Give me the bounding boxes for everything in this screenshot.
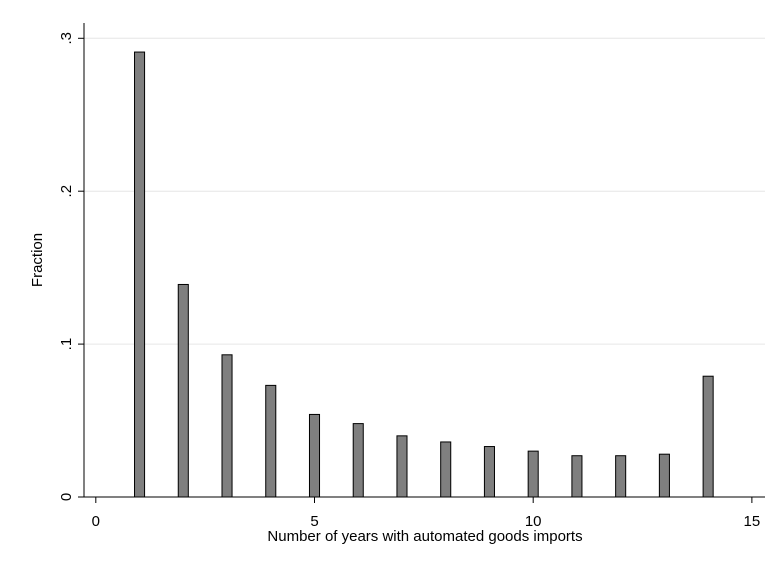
bar	[658, 453, 670, 498]
bar	[440, 441, 452, 498]
bar	[483, 446, 495, 498]
bar	[571, 455, 583, 498]
bar	[615, 455, 627, 498]
bar	[396, 435, 408, 498]
x-tick-label: 10	[525, 513, 542, 530]
bar	[527, 450, 539, 498]
x-axis-title: Number of years with automated goods imp…	[267, 528, 582, 545]
bar	[308, 413, 321, 498]
bar	[221, 354, 233, 498]
x-tick-label: 5	[310, 513, 318, 530]
bar	[352, 423, 364, 498]
y-tick-label: 0	[58, 493, 75, 501]
y-tick-label: .3	[58, 32, 75, 45]
y-axis-title: Fraction	[29, 233, 46, 287]
y-tick-label: .2	[58, 185, 75, 198]
bar	[177, 283, 189, 498]
bar	[134, 51, 146, 498]
x-tick-label: 15	[744, 513, 761, 530]
x-tick-label: 0	[92, 513, 100, 530]
y-tick-label: .1	[58, 338, 75, 351]
bar	[702, 375, 714, 498]
bar	[265, 384, 277, 498]
